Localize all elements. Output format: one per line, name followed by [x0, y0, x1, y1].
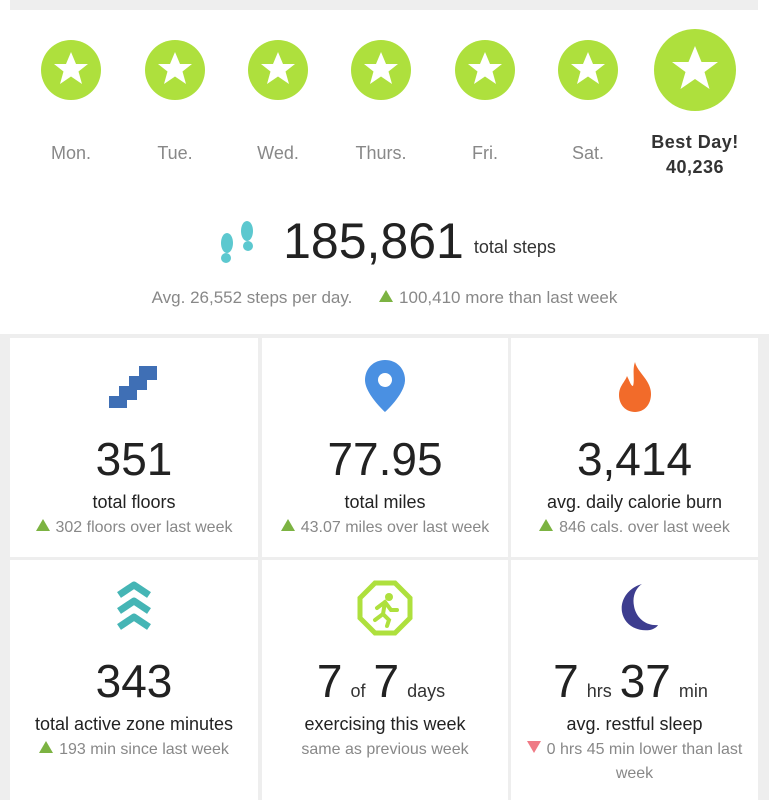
- stat-tile: 3,414 avg. daily calorie burn 846 cals. ov…: [511, 338, 758, 557]
- stat-label: exercising this week: [304, 714, 466, 734]
- value-unit: days: [407, 681, 446, 701]
- value-number: 7: [373, 655, 400, 707]
- best-day: Best Day! 40,236: [640, 130, 750, 180]
- stat-label: avg. restful sleep: [566, 714, 703, 734]
- steps-unit: total steps: [473, 236, 556, 257]
- stat-icon: [511, 358, 758, 422]
- trend-arrow: [35, 519, 50, 531]
- day-label: Wed.: [257, 143, 299, 163]
- value-unit: min: [678, 681, 708, 701]
- stats-grid: 351 total floors 302 floors over last week…: [0, 334, 769, 800]
- star-badge: [41, 40, 101, 100]
- stat-tile: 343 total active zone minutes 193 min sinc…: [10, 560, 258, 800]
- stat-change: 43.07 miles over last week: [268, 516, 502, 540]
- day: Tue.: [123, 0, 227, 163]
- stat-icon: [262, 580, 508, 644]
- icon: [117, 581, 151, 630]
- value-number: 351: [95, 433, 173, 485]
- change-text: 43.07 miles over last week: [300, 519, 490, 536]
- top-bar: [10, 0, 758, 10]
- change-text: 193 min since last week: [59, 741, 229, 758]
- stat-value: 3,414: [511, 432, 758, 498]
- stat-value: 7 hrs 37 min: [511, 654, 758, 720]
- icon: [621, 584, 658, 631]
- value-number: 37: [619, 655, 671, 707]
- best-day-steps: 40,236: [665, 157, 725, 177]
- value-number: 77.95: [327, 433, 443, 485]
- value-number: 3,414: [576, 433, 693, 485]
- stat-change: 846 cals. over last week: [517, 516, 752, 540]
- star-badge: [654, 29, 736, 111]
- day-label: Sat.: [571, 143, 605, 163]
- day: Wed.: [226, 0, 330, 163]
- star-badge: [248, 40, 308, 100]
- stat-value: 7 of 7 days: [262, 654, 508, 720]
- stat-icon: [262, 358, 508, 422]
- total-steps: 185,861: [283, 213, 464, 269]
- steps-average: Avg. 26,552 steps per day.: [151, 288, 353, 307]
- value-number: 7: [316, 655, 343, 707]
- value-unit: of: [350, 681, 366, 701]
- change-text: 0 hrs 45 min lower than last week: [546, 741, 743, 782]
- trend-arrow: [39, 741, 54, 753]
- best-day-star: [654, 29, 736, 116]
- stat-icon: [10, 580, 258, 644]
- stat-change: 193 min since last week: [16, 738, 252, 762]
- steps-average-row: Avg. 26,552 steps per day. 100,410 more …: [0, 288, 769, 308]
- day: Sat.: [536, 0, 640, 163]
- footsteps-icon: [221, 221, 254, 263]
- icon: [365, 360, 405, 412]
- stat-label: avg. daily calorie burn: [546, 492, 723, 512]
- trend-arrow: [379, 290, 394, 302]
- stat-value: 343: [10, 654, 258, 720]
- day-label: Fri.: [472, 143, 498, 163]
- stat-value: 351: [10, 432, 258, 498]
- day: Fri.: [433, 0, 537, 163]
- value-number: 7: [553, 655, 579, 707]
- day: Mon.: [19, 0, 123, 163]
- stat-change: same as previous week: [268, 738, 502, 762]
- change-text: 846 cals. over last week: [559, 519, 730, 536]
- stat-tile: 77.95 total miles 43.07 miles over last we…: [262, 338, 508, 557]
- stat-label: total active zone minutes: [34, 714, 234, 734]
- star-badge: [351, 40, 411, 100]
- stat-tile: 7 of 7 days exercising this week same as prev…: [262, 560, 508, 800]
- best-day-label: Best Day!: [651, 132, 739, 152]
- star-badge: [455, 40, 515, 100]
- star-badge: [145, 40, 205, 100]
- stat-label: total floors: [92, 492, 176, 512]
- change-text: 302 floors over last week: [55, 519, 233, 536]
- stat-change: 0 hrs 45 min lower than last week: [517, 738, 752, 786]
- steps-change-wrap: 100,410 more than last week: [379, 288, 617, 307]
- stat-value: 77.95: [262, 432, 508, 498]
- icon: [357, 580, 413, 636]
- icon: [109, 366, 157, 408]
- star-badge: [558, 40, 618, 100]
- day-label: Mon.: [50, 143, 92, 163]
- icon: [618, 362, 651, 412]
- stat-icon: [511, 580, 758, 644]
- steps-change: 100,410 more than last week: [399, 288, 618, 307]
- stat-tile: 351 total floors 302 floors over last week: [10, 338, 258, 557]
- stat-label: total miles: [344, 492, 426, 512]
- stat-icon: [10, 358, 258, 422]
- day-label: Thurs.: [355, 143, 407, 163]
- change-text: same as previous week: [301, 741, 469, 758]
- trend-arrow: [526, 741, 541, 753]
- value-number: 343: [95, 655, 173, 707]
- stat-change: 302 floors over last week: [16, 516, 252, 540]
- value-unit: hrs: [586, 681, 612, 701]
- trend-arrow: [280, 519, 295, 531]
- day: Thurs.: [329, 0, 433, 163]
- steps-summary: 185,861 total steps: [0, 212, 769, 270]
- day-label: Tue.: [157, 143, 193, 163]
- stat-tile: 7 hrs 37 min avg. restful sleep 0 hrs 45 min …: [511, 560, 758, 800]
- trend-arrow: [539, 519, 554, 531]
